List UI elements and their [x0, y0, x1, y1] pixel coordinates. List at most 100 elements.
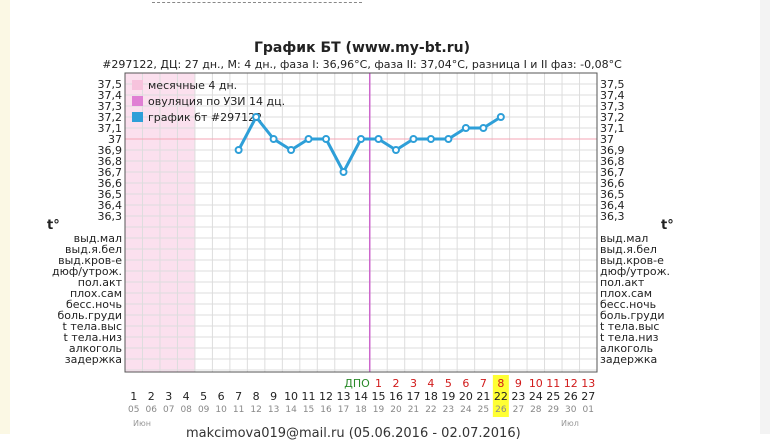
date-label: 27	[513, 405, 524, 415]
date-label: 13	[268, 405, 279, 415]
symptom-label-left: боль.груди	[57, 309, 122, 322]
symptom-label-right: дюф/утрож.	[600, 265, 670, 278]
axis-label-left: t°	[47, 218, 60, 233]
symptom-label-right: бесс.ночь	[600, 298, 656, 311]
plot-area	[125, 73, 597, 372]
temperature-point	[234, 146, 243, 154]
cycle-day: 15	[371, 390, 385, 403]
cycle-day: 25	[546, 390, 560, 403]
symptom-label-left: плох.сам	[70, 287, 122, 300]
y-tick-right: 37,1	[600, 122, 625, 135]
symptom-label-right: пол.акт	[600, 276, 645, 289]
symptom-label-right: выд.мал	[600, 232, 648, 245]
top-dashed-rule	[152, 2, 362, 3]
dpo-number: 10	[529, 377, 543, 390]
y-tick-left: 37,5	[98, 78, 123, 91]
dpo-number: 11	[546, 377, 560, 390]
temperature-point	[322, 135, 331, 143]
y-tick-right: 37,5	[600, 78, 625, 91]
dpo-number: 8	[497, 377, 504, 390]
dpo-number: 12	[564, 377, 578, 390]
dpo-label: ДПО	[344, 377, 370, 390]
y-tick-left: 37	[108, 133, 122, 146]
cycle-day: 6	[218, 390, 225, 403]
symptom-label-right: выд.я.бел	[600, 243, 657, 256]
symptom-label-left: алкоголь	[69, 342, 122, 355]
symptom-label-right: алкоголь	[600, 342, 653, 355]
cycle-day: 8	[253, 390, 260, 403]
dpo-number: 7	[480, 377, 487, 390]
dpo-number: 9	[515, 377, 522, 390]
temperature-point	[461, 124, 470, 132]
cycle-day: 14	[354, 390, 368, 403]
temperature-point	[339, 168, 348, 176]
date-label: 24	[460, 405, 472, 415]
date-label: 08	[180, 405, 192, 415]
legend-swatch	[132, 112, 143, 122]
temperature-point	[391, 146, 400, 154]
y-tick-right: 36,8	[600, 155, 625, 168]
dpo-number: 2	[392, 377, 399, 390]
cycle-day: 18	[424, 390, 438, 403]
month-start-label: Июн	[133, 419, 151, 428]
dpo-number: 1	[375, 377, 382, 390]
date-label: 26	[495, 405, 507, 415]
dpo-number: 5	[445, 377, 452, 390]
cycle-day: 23	[511, 390, 525, 403]
cycle-day: 27	[581, 390, 595, 403]
date-label: 21	[408, 405, 419, 415]
date-label: 06	[145, 405, 157, 415]
legend-label: график бт #297122	[148, 111, 262, 124]
temperature-point	[444, 135, 453, 143]
cycle-day: 3	[165, 390, 172, 403]
dpo-number: 6	[462, 377, 469, 390]
temperature-point	[357, 135, 365, 143]
temperature-point	[269, 135, 278, 143]
cycle-day: 4	[183, 390, 190, 403]
y-tick-left: 36,8	[98, 155, 123, 168]
date-label: 15	[303, 405, 314, 415]
cycle-day: 7	[235, 390, 242, 403]
temperature-line	[237, 115, 502, 174]
temperature-point	[426, 135, 435, 143]
y-tick-left: 36,4	[98, 199, 123, 212]
symptom-label-right: плох.сам	[600, 287, 652, 300]
y-tick-left: 36,6	[98, 177, 123, 190]
cycle-day: 11	[302, 390, 316, 403]
legend-swatch	[132, 96, 143, 106]
legend-label: овуляция по УЗИ 14 дц.	[148, 95, 285, 108]
date-label: 11	[233, 405, 244, 415]
month-end-label: Июл	[561, 419, 579, 428]
current-day-highlight	[492, 375, 509, 417]
date-label: 10	[215, 405, 227, 415]
y-tick-right: 36,9	[600, 144, 625, 157]
cycle-day: 16	[389, 390, 403, 403]
symptom-label-right: задержка	[600, 353, 657, 366]
y-tick-right: 37,4	[600, 89, 625, 102]
date-label: 17	[338, 405, 349, 415]
symptom-label-left: задержка	[65, 353, 122, 366]
cycle-day: 26	[564, 390, 578, 403]
y-tick-left: 37,3	[98, 100, 123, 113]
date-label: 05	[128, 405, 139, 415]
y-tick-right: 36,5	[600, 188, 625, 201]
symptom-label-right: боль.груди	[600, 309, 665, 322]
date-label: 16	[320, 405, 332, 415]
plot-border	[124, 72, 598, 373]
y-tick-right: 36,3	[600, 210, 625, 223]
y-tick-right: 37,3	[600, 100, 625, 113]
y-tick-right: 37	[600, 133, 614, 146]
chart-subtitle: #297122, ДЦ: 27 дн., М: 4 дн., фаза I: 3…	[102, 58, 622, 71]
symptom-label-left: выд.я.бел	[65, 243, 122, 256]
cycle-day: 20	[459, 390, 473, 403]
symptom-label-right: t тела.выс	[600, 320, 659, 333]
y-tick-right: 36,6	[600, 177, 625, 190]
y-tick-right: 37,2	[600, 111, 625, 124]
y-tick-left: 36,5	[98, 188, 123, 201]
temperature-point	[374, 135, 383, 143]
cycle-day: 1	[130, 390, 137, 403]
cycle-day: 9	[270, 390, 277, 403]
date-label: 18	[355, 405, 367, 415]
temperature-point	[252, 113, 261, 121]
